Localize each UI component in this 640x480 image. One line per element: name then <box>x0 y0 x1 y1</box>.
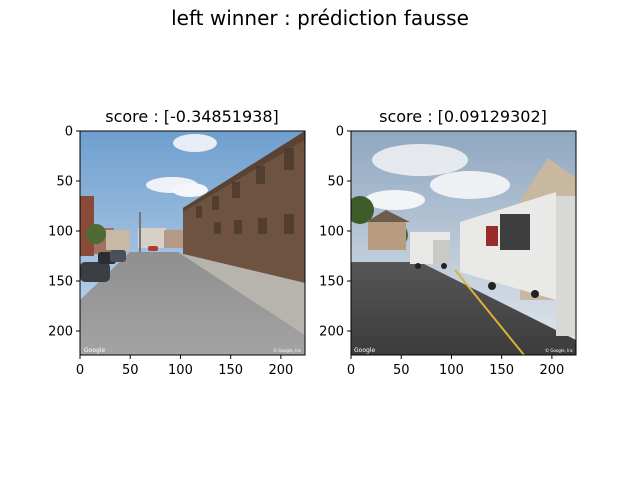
panel-1-watermark-right: © Google, Inc <box>273 348 301 353</box>
panel-2-ytick-label: 200 <box>319 325 344 340</box>
panel-2-xtick-label: 100 <box>439 363 464 378</box>
panel-1-ytick-label: 50 <box>56 175 73 190</box>
panel-1-ytick-label: 100 <box>48 225 73 240</box>
panel-1-xtick-label: 200 <box>268 363 293 378</box>
panel-1-image: Google © Google, Inc <box>80 131 305 355</box>
panel-1-xtick-label: 100 <box>168 363 193 378</box>
panel-1-watermark-left: Google <box>84 347 105 354</box>
panel-2-ytick-label: 100 <box>319 225 344 240</box>
panel-2-watermark-left: Google <box>354 347 375 354</box>
panel-2-ytick-label: 50 <box>327 175 344 190</box>
panel-2-xtick-label: 150 <box>489 363 514 378</box>
panel-2-xtick-label: 50 <box>393 363 410 378</box>
panel-2-ticks: 0 50 100 150 200 0 50 100 150 200 <box>319 125 564 379</box>
panel-1-xtick-label: 0 <box>76 363 84 378</box>
panel-2-title: score : [0.09129302] <box>379 107 547 126</box>
panel-2: score : [0.09129302] <box>319 107 577 379</box>
panel-1-ytick-label: 0 <box>65 125 73 140</box>
panel-1-ytick-label: 150 <box>48 275 73 290</box>
panel-1-ticks: 0 50 100 150 200 0 50 100 150 200 <box>48 125 293 379</box>
panel-1-xtick-label: 50 <box>122 363 139 378</box>
panel-2-image: Google © Google, Inc <box>351 131 576 355</box>
panel-2-xtick-label: 200 <box>539 363 564 378</box>
panel-1-frame <box>79 130 306 356</box>
figure-title: left winner : prédiction fausse <box>171 6 469 30</box>
panel-1: score : [-0.34851938] <box>48 107 306 379</box>
panel-2-ytick-label: 0 <box>336 125 344 140</box>
panel-2-watermark-right: © Google, Inc <box>545 348 573 353</box>
panel-1-title: score : [-0.34851938] <box>105 107 279 126</box>
panel-2-ytick-label: 150 <box>319 275 344 290</box>
panel-1-xtick-label: 150 <box>218 363 243 378</box>
panel-1-ytick-label: 200 <box>48 325 73 340</box>
panel-2-xtick-label: 0 <box>347 363 355 378</box>
panel-2-frame <box>350 130 577 356</box>
